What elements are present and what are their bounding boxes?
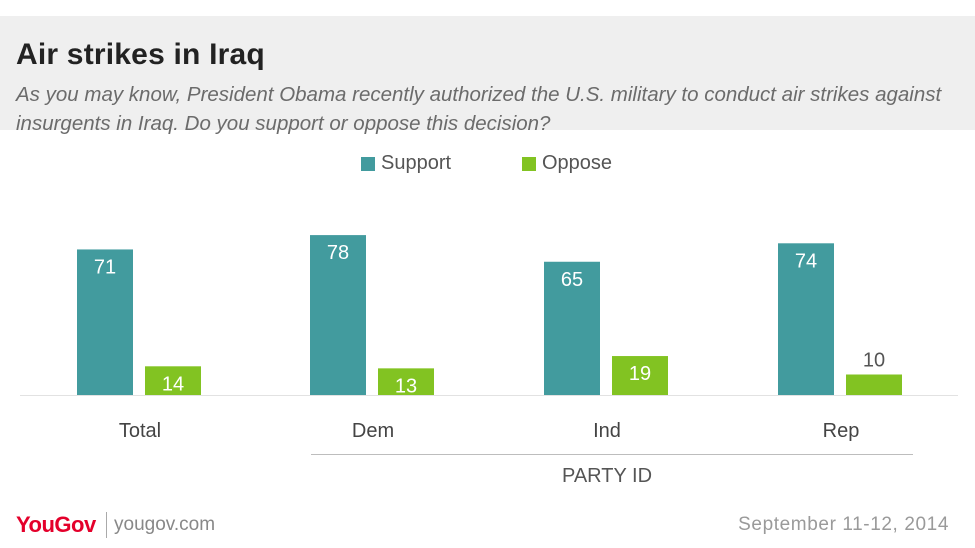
header-band: Air strikes in Iraq As you may know, Pre… [0,16,975,135]
bar-support-ind [544,261,600,395]
yougov-logo: YouGov [16,512,96,537]
legend-item-support: Support [361,152,451,175]
data-label-support-rep: 74 [795,250,817,272]
data-label-support-ind: 65 [561,269,583,291]
legend: Support Oppose [0,152,975,176]
footer-separator [106,512,107,538]
legend-swatch-support [361,156,375,171]
footer-site: yougov.com [114,514,216,535]
category-label-ind: Ind [593,420,621,442]
legend-swatch-oppose [522,156,536,171]
data-label-oppose-dem: 13 [395,375,417,397]
bar-support-total [77,249,133,395]
data-label-support-total: 71 [94,256,116,278]
bar-oppose-dem [378,368,434,395]
chart-subtitle: As you may know, President Obama recentl… [16,83,942,135]
bar-support-rep [778,243,834,395]
category-label-rep: Rep [823,420,860,442]
category-label-dem: Dem [352,420,394,442]
legend-label-support: Support [381,152,452,174]
bar-oppose-ind [612,356,668,395]
data-label-oppose-total: 14 [162,373,184,395]
footer-date: September 11-12, 2014 [738,514,949,535]
data-label-oppose-rep: 10 [863,350,885,372]
legend-item-oppose: Oppose [522,152,612,175]
data-label-oppose-ind: 19 [629,363,651,385]
legend-label-oppose: Oppose [542,152,613,174]
category-label-total: Total [119,420,161,442]
chart-title: Air strikes in Iraq [16,38,265,71]
bar-oppose-rep [846,374,902,395]
bar-support-dem [310,235,366,395]
party-id-label: PARTY ID [562,465,652,487]
data-label-support-dem: 78 [327,242,349,264]
bar-oppose-total [145,366,201,395]
